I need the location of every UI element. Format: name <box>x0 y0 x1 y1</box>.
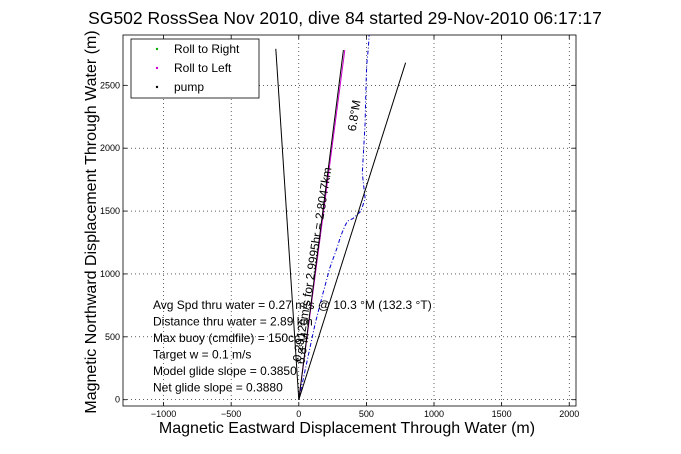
legend-label: Roll to Left <box>174 61 232 75</box>
stats-line: Net glide slope = 0.3880 <box>153 381 283 395</box>
legend-label: Roll to Right <box>174 42 240 56</box>
series-line-3 <box>298 62 407 400</box>
stats-line: Avg Spd thru water = 0.27 m/s @ 10.3 °M … <box>153 298 432 312</box>
legend: Roll to Right Roll to Left pump <box>130 38 260 99</box>
x-tick-label: 0 <box>296 409 301 419</box>
stats-line: Model glide slope = 0.3850 <box>153 364 297 378</box>
line-annotation: 6.8°M <box>293 332 312 365</box>
x-tick-label: −500 <box>221 409 241 419</box>
stats-line: Target w = 0.1 m/s <box>153 348 251 362</box>
legend-marker <box>155 47 159 51</box>
stats-annotations: Avg Spd thru water = 0.27 m/s @ 10.3 °M … <box>153 298 432 395</box>
series-line-4 <box>298 50 344 400</box>
y-tick-label: 0 <box>115 395 120 405</box>
x-axis-label: Magnetic Eastward Displacement Through W… <box>159 420 535 437</box>
series-group <box>275 34 407 400</box>
y-tick-label: 2000 <box>100 143 120 153</box>
legend-marker <box>155 85 159 89</box>
y-axis-label: Magnetic Northward Displacement Through … <box>83 30 100 413</box>
x-tick-label: 1000 <box>424 409 444 419</box>
series-line-2 <box>275 48 300 400</box>
y-tick-label: 1000 <box>100 269 120 279</box>
plot-frame <box>122 34 577 407</box>
x-tick-label: 1500 <box>492 409 512 419</box>
legend-label: pump <box>174 80 204 94</box>
x-tick-label: −1000 <box>151 409 176 419</box>
x-tick-label: 2000 <box>559 409 579 419</box>
y-tick-label: 2500 <box>100 80 120 90</box>
line-annotation: 6.8°M <box>345 99 364 132</box>
legend-box <box>130 38 260 99</box>
x-tick-label: 500 <box>359 409 374 419</box>
axis-ticks: −1000 −500 0 500 1000 1500 2000 0 500 1000 1500 200… <box>100 35 579 419</box>
chart-title: SG502 RossSea Nov 2010, dive 84 started … <box>88 8 602 28</box>
y-tick-label: 1500 <box>100 206 120 216</box>
stats-line: Distance thru water = 2.89 km <box>153 315 313 329</box>
legend-marker <box>155 66 159 70</box>
y-tick-label: 500 <box>105 332 120 342</box>
stats-line: Max buoy (cmdfile) = 150cc <box>153 331 300 345</box>
